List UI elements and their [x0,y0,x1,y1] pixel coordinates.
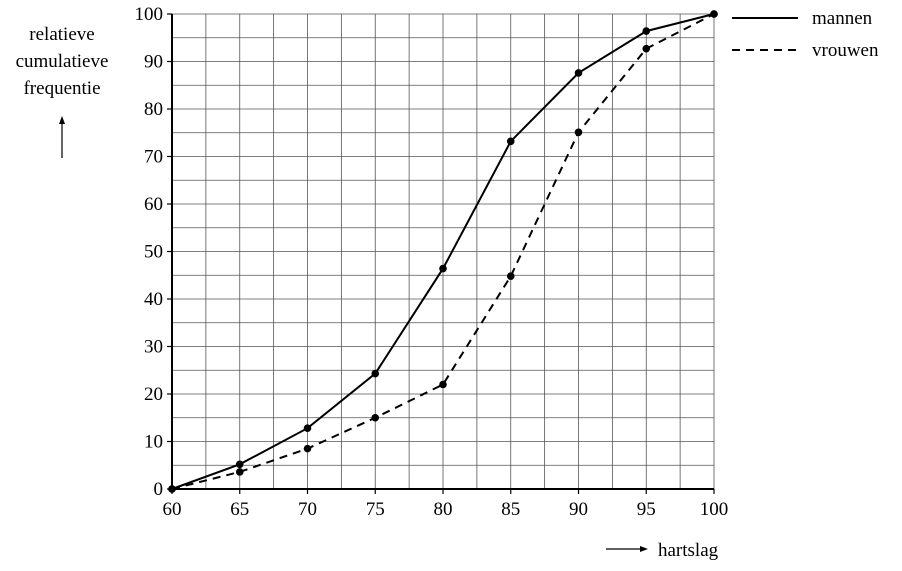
legend-label-vrouwen: vrouwen [812,40,879,61]
x-tick-label: 60 [163,499,182,520]
y-tick-label: 10 [144,432,163,453]
y-tick-label: 30 [144,337,163,358]
data-point-vrouwen [168,485,176,493]
x-tick-label: 90 [569,499,588,520]
axes [167,13,715,494]
y-tick-label: 70 [144,147,163,168]
data-point-mannen [642,27,651,35]
data-point-vrouwen [506,272,515,281]
x-tick-label: 100 [700,499,729,520]
y-tick-label: 80 [144,99,163,120]
y-tick-label: 50 [144,242,163,263]
x-tick-label: 85 [501,499,520,520]
x-tick-label: 65 [230,499,249,520]
legend-label-mannen: mannen [812,8,873,29]
data-point-vrouwen [439,380,447,389]
y-tick-label: 0 [154,479,164,500]
grid [171,13,715,490]
x-tick-label: 95 [637,499,656,520]
y-tick-label: 100 [135,4,164,25]
data-point-vrouwen [303,444,312,453]
data-point-mannen [303,424,312,433]
y-tick-label: 40 [144,289,163,310]
y-axis-label-line-3: frequentie [23,78,100,99]
data-point-vrouwen [710,10,718,18]
y-axis-label-line-2: cumulatieve [16,51,109,72]
data-point-mannen [235,460,244,469]
data-point-vrouwen [642,44,651,53]
y-tick-label: 20 [144,384,163,405]
y-tick-label: 60 [144,194,163,215]
x-axis-label: hartslag [606,540,719,561]
legend: mannen vrouwen [732,8,879,61]
y-axis-label-line-1: relatieve [29,24,94,45]
data-point-mannen [506,137,515,146]
data-point-vrouwen [574,128,583,137]
data-point-mannen [371,369,380,378]
data-point-vrouwen [371,413,380,422]
x-tick-label: 75 [366,499,385,520]
data-point-vrouwen [235,468,244,476]
x-tick-label: 80 [434,499,453,520]
series-line-vrouwen [171,13,715,490]
data-point-mannen [574,69,583,77]
y-axis-arrow-icon [59,116,65,158]
series-points [168,10,718,493]
y-tick-labels: 0 10 20 30 40 50 60 70 80 90 100 [135,4,164,500]
x-axis-label-text: hartslag [658,540,719,561]
data-point-mannen [439,264,447,273]
x-tick-labels: 60 65 70 75 80 85 90 95 100 [163,499,729,520]
y-tick-label: 90 [144,52,163,73]
y-axis-label: relatieve cumulatieve frequentie [16,24,109,158]
x-axis-arrow-icon [606,546,648,552]
x-tick-label: 70 [298,499,317,520]
